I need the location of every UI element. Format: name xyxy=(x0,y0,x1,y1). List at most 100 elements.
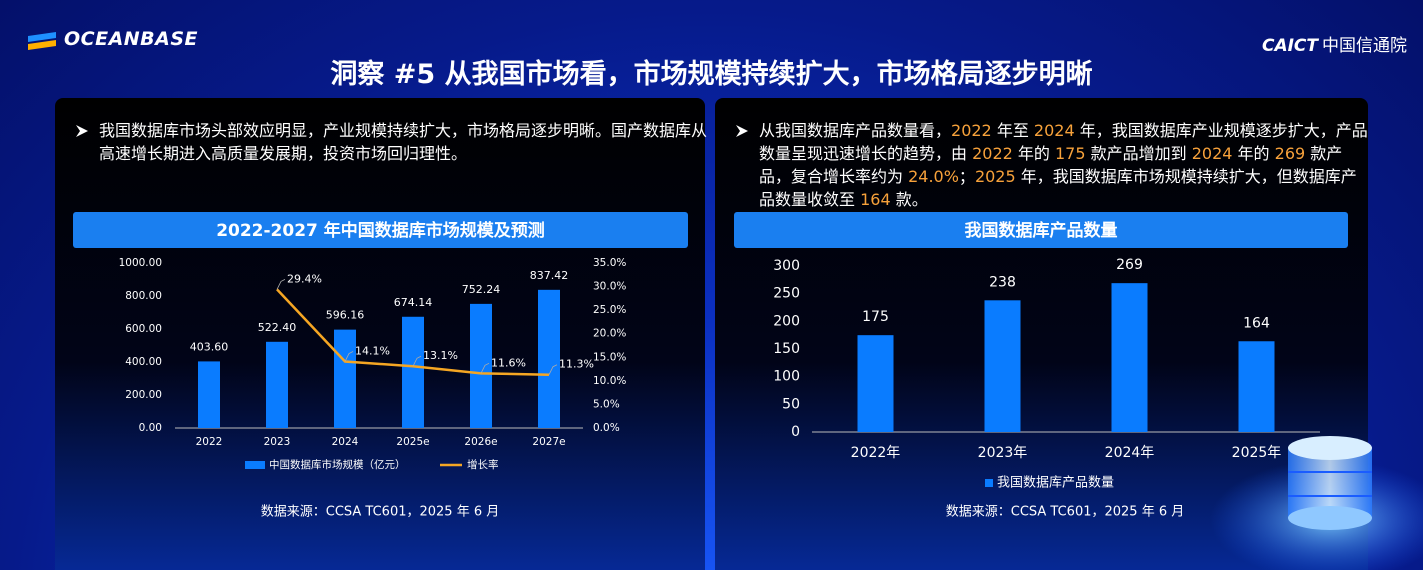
y-tick-label: 300 xyxy=(773,258,800,274)
highlight-text: 269 xyxy=(1274,144,1306,163)
x-tick-label: 2025e xyxy=(396,436,429,448)
legend-label: 我国数据库产品数量 xyxy=(997,475,1114,491)
y-tick-label: 600.00 xyxy=(125,323,162,335)
bar xyxy=(198,361,220,428)
text: 年，我国数据库市场规模持续扩大，但数据库产品数量收敛至 xyxy=(759,167,1357,209)
bar xyxy=(470,303,492,428)
org-name: 中国信通院 xyxy=(1322,36,1407,56)
value-label: 238 xyxy=(989,274,1016,290)
value-label: 11.6% xyxy=(491,356,526,369)
highlight-text: 175 xyxy=(1055,144,1086,163)
text: 款产品增加到 xyxy=(1085,144,1192,163)
source-note: 数据来源：CCSA TC601，2025 年 6 月 xyxy=(261,505,500,520)
bar xyxy=(1111,283,1148,432)
y2-tick-label: 0.0% xyxy=(593,422,620,434)
value-label: 11.3% xyxy=(559,358,594,371)
highlight-text: 2024 xyxy=(1191,144,1233,163)
bar xyxy=(984,300,1021,432)
value-label: 175 xyxy=(862,309,889,325)
text: 款。 xyxy=(890,190,928,209)
chart-title: 2022-2027 年中国数据库市场规模及预测 xyxy=(216,220,545,241)
org-logo: CAICT 中国信通院 xyxy=(1262,31,1407,56)
y2-tick-label: 30.0% xyxy=(593,281,626,293)
panel xyxy=(55,98,705,570)
legend-swatch xyxy=(245,461,265,469)
y-tick-label: 100 xyxy=(773,369,800,385)
bar xyxy=(857,335,894,432)
y2-tick-label: 20.0% xyxy=(593,328,626,340)
text: 款产品，复合增长率约为 xyxy=(759,144,1343,186)
x-tick-label: 2026e xyxy=(464,436,497,448)
x-tick-label: 2022年 xyxy=(851,445,901,461)
highlight-text: 2022 xyxy=(972,144,1013,163)
text: 年的 xyxy=(1012,144,1055,163)
bar xyxy=(334,329,356,428)
chart-title-bar xyxy=(734,212,1348,248)
logo: OCEANBASE xyxy=(64,28,199,50)
slide-title: 洞察 #5 从我国市场看，市场规模持续扩大，市场格局逐步明晰 xyxy=(330,59,1093,90)
highlight-text: 2025 xyxy=(974,167,1016,186)
y-tick-label: 50 xyxy=(782,396,800,412)
bullet-icon xyxy=(736,125,748,137)
x-tick-label: 2022 xyxy=(196,436,223,448)
value-label: 13.1% xyxy=(423,349,458,362)
bullet-text: 我国数据库市场头部效应明显，产业规模持续扩大，市场格局逐步明晰。国产数据库从高速… xyxy=(75,119,709,165)
bullet-text: 从我国数据库产品数量看，2022 年至 2024 年，我国数据库产业规模逐步扩大… xyxy=(735,119,1371,211)
x-tick-label: 2024年 xyxy=(1105,445,1155,461)
y-tick-label: 200 xyxy=(773,313,800,329)
y2-tick-label: 5.0% xyxy=(593,398,620,410)
y-tick-label: 400.00 xyxy=(125,356,162,368)
value-label: 752.24 xyxy=(462,283,501,296)
legend-label: 中国数据库市场规模（亿元） xyxy=(269,458,406,471)
label-leader xyxy=(276,279,286,290)
highlight-text: 2022 xyxy=(951,121,992,140)
bullet-icon xyxy=(76,125,88,137)
x-tick-label: 2023 xyxy=(264,436,291,448)
value-label: 596.16 xyxy=(326,309,365,322)
y2-tick-label: 35.0% xyxy=(593,257,626,269)
label-leader xyxy=(412,355,422,367)
label-leader xyxy=(480,362,490,374)
text: 从我国数据库产品数量看， xyxy=(759,121,952,140)
y2-tick-label: 10.0% xyxy=(593,375,626,387)
text: 年，我国数据库产业规模逐步扩大，产品数量呈现迅速增长的趋势，由 xyxy=(759,121,1368,163)
value-label: 164 xyxy=(1243,315,1270,331)
label-leader xyxy=(548,364,558,375)
line xyxy=(276,288,550,376)
logo-icon xyxy=(28,32,56,50)
value-label: 522.40 xyxy=(258,321,297,334)
y-tick-label: 0 xyxy=(791,424,800,440)
y-tick-label: 1000.00 xyxy=(119,257,162,269)
value-label: 29.4% xyxy=(287,272,322,285)
value-label: 674.14 xyxy=(394,296,433,309)
text: 年的 xyxy=(1232,144,1275,163)
value-label: 14.1% xyxy=(355,345,390,358)
value-label: 403.60 xyxy=(190,340,229,353)
text: ； xyxy=(958,167,975,186)
highlight-text: 164 xyxy=(860,190,891,209)
label-leader xyxy=(344,351,354,362)
y-tick-label: 250 xyxy=(773,286,800,302)
bar xyxy=(402,316,424,428)
text: 年至 xyxy=(991,121,1034,140)
org-abbr: CAICT xyxy=(1261,36,1318,56)
x-tick-label: 2025年 xyxy=(1232,445,1282,461)
y2-tick-label: 15.0% xyxy=(593,351,626,363)
value-label: 837.42 xyxy=(530,269,569,282)
y-tick-label: 0.00 xyxy=(139,422,162,434)
bar xyxy=(1238,341,1275,432)
x-tick-label: 2024 xyxy=(332,436,359,448)
y-tick-label: 150 xyxy=(773,341,800,357)
x-tick-label: 2027e xyxy=(532,436,565,448)
bar xyxy=(538,289,560,428)
text: 我国数据库市场头部效应明显，产业规模持续扩大，市场格局逐步明晰。国产数据库从高速… xyxy=(99,121,708,163)
decoration xyxy=(1210,436,1423,570)
legend-swatch xyxy=(985,479,993,487)
y-tick-label: 200.00 xyxy=(125,389,162,401)
bar xyxy=(266,341,288,428)
highlight-text: 2024 xyxy=(1033,121,1075,140)
highlight-text: 24.0% xyxy=(908,167,959,186)
y2-tick-label: 25.0% xyxy=(593,304,626,316)
